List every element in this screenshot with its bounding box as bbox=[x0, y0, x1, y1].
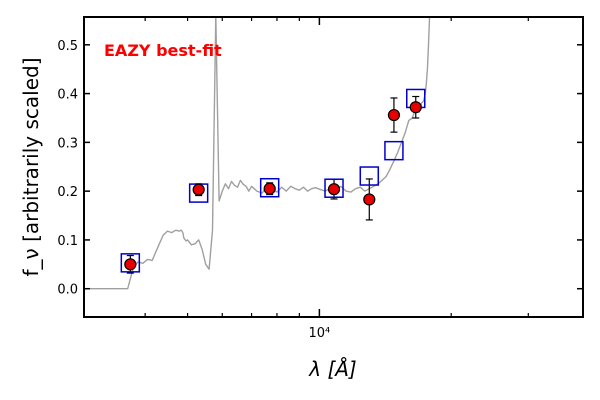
observed-point bbox=[363, 193, 376, 206]
model-photometry-square bbox=[384, 140, 404, 161]
x-tick-label: 10⁴ bbox=[309, 326, 331, 341]
model-photometry-square bbox=[120, 253, 141, 273]
tick-layer: 0.0 0.1 0.2 0.3 0.4 0.5 10⁴ bbox=[57, 17, 583, 341]
y-tick-label: 0.2 bbox=[57, 185, 78, 200]
plot-frame bbox=[83, 16, 584, 318]
observed-point bbox=[192, 183, 205, 196]
observed-point bbox=[124, 258, 137, 271]
observed-point bbox=[409, 101, 422, 114]
model-photometry-square bbox=[259, 177, 280, 198]
x-axis-label: λ [Å] bbox=[308, 357, 356, 381]
model-photometry-square bbox=[359, 166, 380, 186]
y-tick-label: 0.1 bbox=[57, 234, 78, 249]
chart-annotation: EAZY best-fit bbox=[104, 41, 222, 60]
y-tick-label: 0.0 bbox=[57, 283, 78, 298]
y-tick-label: 0.3 bbox=[57, 136, 78, 151]
y-tick-label: 0.5 bbox=[57, 39, 78, 54]
model-photometry-layer bbox=[120, 88, 426, 273]
observed-photometry-layer bbox=[124, 101, 422, 271]
model-photometry-square bbox=[324, 178, 344, 198]
observed-point bbox=[263, 182, 276, 195]
y-tick-label: 0.4 bbox=[57, 88, 78, 103]
observed-point bbox=[327, 183, 341, 196]
observed-point bbox=[387, 108, 401, 122]
y-axis-label: f_ν [arbitrarily scaled] bbox=[19, 58, 43, 277]
